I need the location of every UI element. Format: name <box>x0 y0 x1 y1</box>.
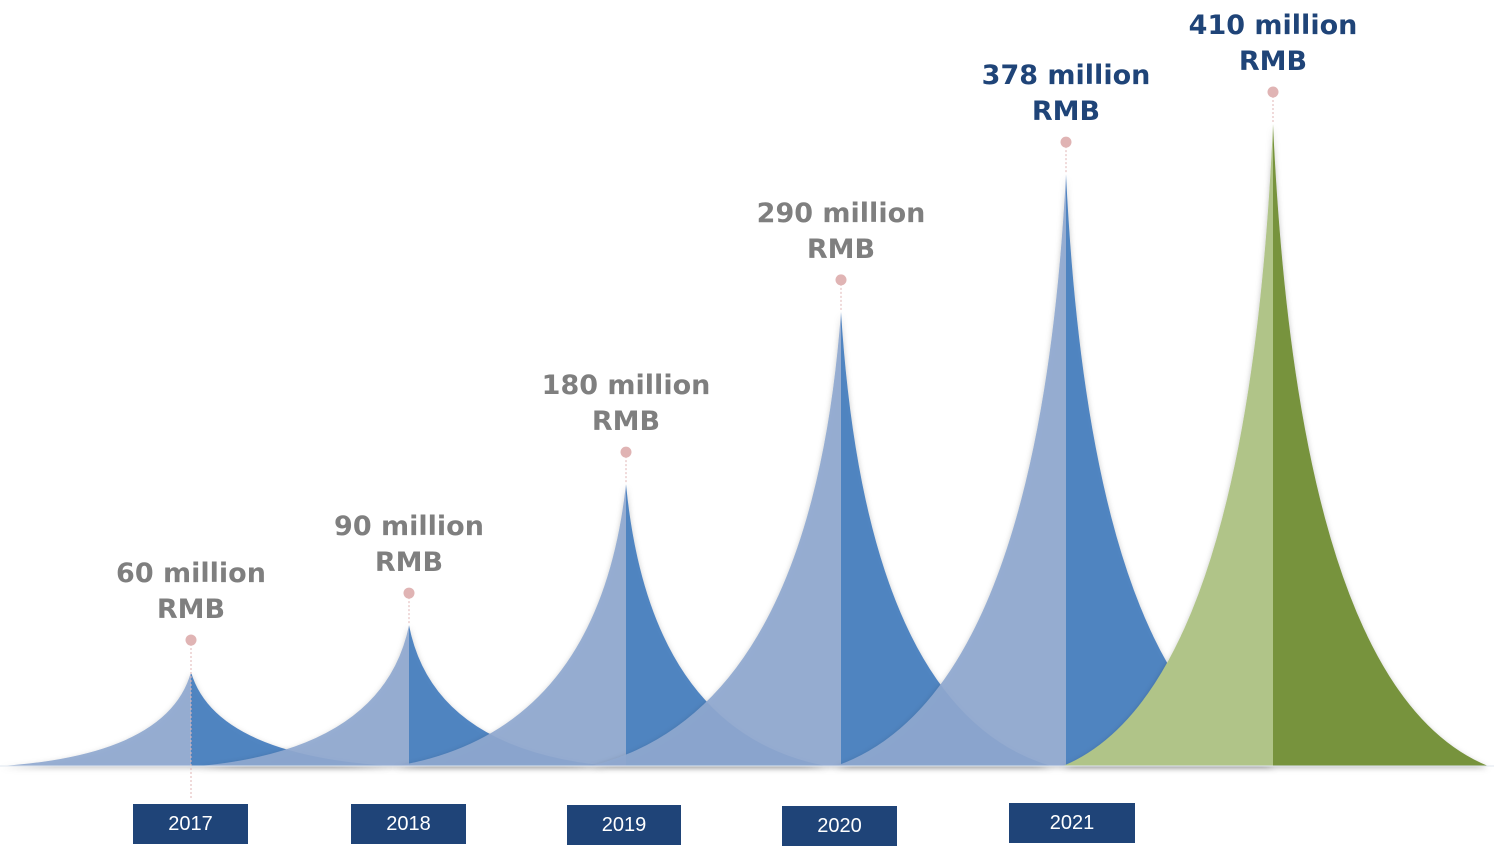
peak-right-half <box>1066 174 1276 767</box>
value-label-line: RMB <box>374 547 444 579</box>
peak-2021 <box>836 174 1276 767</box>
value-label-line: RMB <box>591 406 661 438</box>
marker-dot <box>1267 86 1279 98</box>
marker-dot <box>835 274 847 286</box>
value-label-line: 90 million <box>334 511 484 543</box>
peak-right-half <box>191 672 391 766</box>
marker-dot <box>1060 136 1072 148</box>
peak-2018 <box>199 625 609 766</box>
peak-left-half <box>199 625 409 766</box>
value-label-line: RMB <box>156 594 226 626</box>
value-label: 410 million RMB <box>1189 8 1358 80</box>
peak-right-half <box>841 311 1051 766</box>
year-label-2020: 2020 <box>782 806 897 846</box>
year-label-2018: 2018 <box>351 804 466 844</box>
value-label: 290 million RMB <box>757 196 926 268</box>
marker-dot <box>403 587 415 599</box>
year-label-2021: 2021 <box>1009 803 1135 843</box>
peak-2019 <box>396 484 826 766</box>
peak-latest <box>1063 124 1488 766</box>
marker-dot <box>620 446 632 458</box>
peak-left-half <box>591 311 841 766</box>
marker-dot <box>185 634 197 646</box>
peak-2020 <box>591 311 1051 766</box>
peak-right-half <box>1273 124 1488 766</box>
value-label-line: 180 million <box>541 370 711 402</box>
value-label: 60 million RMB <box>116 556 266 628</box>
value-label-line: 290 million <box>756 197 926 229</box>
year-label-2019: 2019 <box>567 805 681 845</box>
value-label-line: RMB <box>806 233 876 265</box>
peaks <box>1 124 1488 767</box>
value-label-line: 378 million <box>981 60 1151 92</box>
value-label-line: 410 million <box>1188 10 1358 41</box>
value-label-line: RMB <box>1238 46 1308 77</box>
peak-2017 <box>1 672 391 766</box>
peak-right-half <box>626 484 826 766</box>
year-label-2017: 2017 <box>133 804 248 844</box>
value-label: 180 million RMB <box>542 368 711 440</box>
value-label-line: RMB <box>1031 96 1101 128</box>
peak-left-half <box>1063 124 1273 766</box>
value-label-line: 60 million <box>116 558 266 590</box>
peak-left-half <box>836 174 1066 767</box>
peak-left-half <box>396 484 626 766</box>
value-label: 378 million RMB <box>982 58 1151 130</box>
peak-right-half <box>409 625 609 766</box>
value-label: 90 million RMB <box>334 509 484 581</box>
peak-left-half <box>1 672 191 766</box>
guide-lines <box>185 86 1279 800</box>
